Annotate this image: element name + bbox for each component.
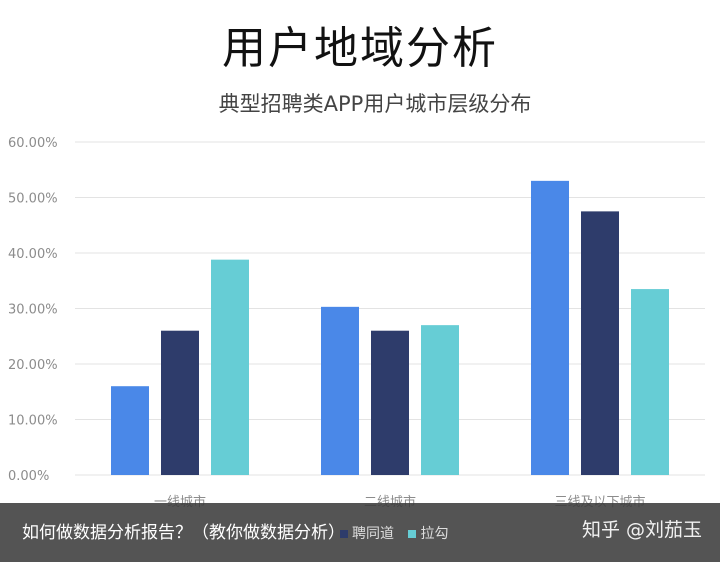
bar-3-3 [631,289,669,475]
caption-overlay [0,503,720,562]
y-tick-label: 30.00% [8,303,58,318]
bar-3-1 [211,259,249,475]
bar-2-3 [581,211,619,475]
bar-1-3 [531,180,569,475]
caption-text: 如何做数据分析报告？（教你做数据分析） [22,523,345,543]
y-tick-label: 0.00% [8,469,49,484]
bar-1-1 [111,386,149,475]
y-tick-label: 60.00% [8,136,58,151]
bar-1-2 [321,306,359,475]
bar-2-2 [371,330,409,475]
y-tick-label: 20.00% [8,358,58,373]
legend-label-series3: 拉勾 [420,526,449,542]
legend-label-series2: 聘同道 [352,526,394,542]
bar-2-1 [161,330,199,475]
legend-swatch-series3 [408,530,417,538]
bar-3-2 [421,325,459,475]
watermark-text: 知乎 @刘茄玉 [581,519,702,541]
y-tick-label: 10.00% [8,414,58,429]
y-tick-label: 40.00% [8,247,58,262]
chart-title: 典型招聘类APP用户城市层级分布 [218,92,532,116]
y-tick-label: 50.00% [8,192,58,207]
chart-legend: 聘同道 拉勾 [330,523,448,543]
legend-swatch-series2 [340,530,348,538]
page-title: 用户地域分析 [222,23,498,74]
